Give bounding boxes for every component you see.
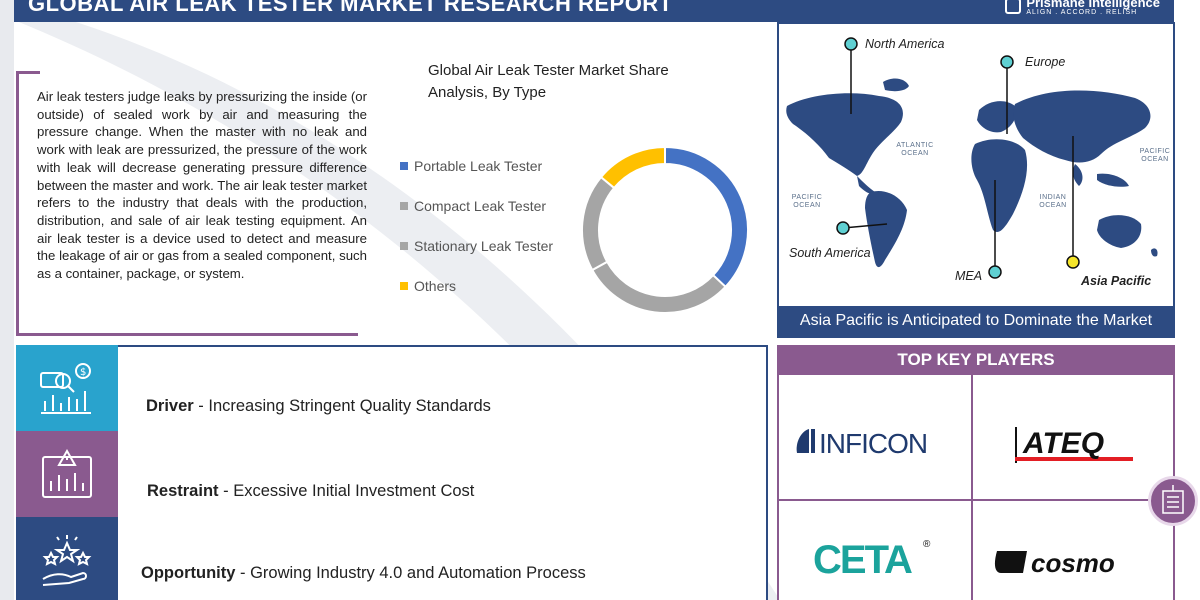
north-america-shape (786, 93, 903, 176)
legend-swatch (400, 162, 408, 170)
australia-shape (1097, 215, 1142, 248)
brand: Prismane Intelligence ALIGN . ACCORD . R… (1005, 0, 1160, 16)
legend-label: Others (414, 278, 457, 294)
cosmo-wordmark: cosmo (1031, 548, 1115, 578)
brand-tagline: ALIGN . ACCORD . RELISH (1026, 9, 1138, 16)
region-label-south-america: South America (789, 246, 871, 260)
grid-divider (779, 499, 1173, 501)
legend-item: Others (400, 266, 553, 306)
legend-item: Stationary Leak Tester (400, 226, 553, 266)
legend-label: Portable Leak Tester (414, 158, 543, 174)
donut-slice-others (599, 145, 666, 190)
svg-text:$: $ (80, 367, 86, 378)
description-box: Air leak testers judge leaks by pressuri… (16, 71, 367, 336)
region-label-north-america: North America (865, 37, 945, 51)
legend-label: Compact Leak Tester (414, 198, 547, 214)
warning-chart-icon (42, 448, 92, 498)
region-label-mea: MEA (955, 269, 983, 283)
svg-text:®: ® (923, 539, 931, 550)
ceta-wordmark: CETA (813, 538, 912, 579)
chart-legend: Portable Leak Tester Compact Leak Tester S… (400, 146, 553, 306)
driver-icon-tile: $ (16, 345, 118, 431)
ocean-label-pacific-west: PACIFIC OCEAN (791, 194, 823, 209)
europe-marker (1000, 55, 1014, 69)
asia-pacific-marker (1066, 255, 1080, 269)
restraint-icon-tile (16, 431, 118, 517)
world-map (786, 37, 1158, 279)
region-label-europe: Europe (1025, 55, 1066, 69)
description-text: Air leak testers judge leaks by pressuri… (37, 89, 367, 282)
inficon-logo: INFICON (793, 425, 963, 464)
north-america-marker (844, 37, 858, 51)
legend-item: Portable Leak Tester (400, 146, 553, 186)
grid-divider (971, 375, 973, 600)
opportunity-text: Opportunity - Growing Industry 4.0 and A… (141, 564, 586, 582)
cosmo-logo: cosmo (993, 545, 1143, 584)
ateq-logo: ATEQ (1011, 423, 1135, 472)
legend-swatch (400, 242, 408, 250)
region-label-asia-pacific: Asia Pacific (1081, 274, 1152, 288)
mea-marker (988, 265, 1002, 279)
driver-value: Increasing Stringent Quality Standards (208, 397, 491, 415)
market-dynamics-panel: $ Driver - Increasing Stringent Quality … (16, 345, 768, 600)
legend-swatch (400, 202, 408, 210)
chart-title: Global Air Leak Tester Market Share Anal… (428, 62, 669, 101)
driver-label: Driver (146, 397, 194, 415)
report-title: GLOBAL AIR LEAK TESTER MARKET RESEARCH R… (28, 0, 673, 16)
south-america-marker (836, 221, 850, 235)
legend-swatch (400, 282, 408, 290)
key-players-panel: TOP KEY PLAYERS INFICON ATEQ CETA ® cosm… (777, 345, 1175, 600)
ocean-label-indian: INDIAN OCEAN (1039, 194, 1067, 209)
driver-text: Driver - Increasing Stringent Quality St… (146, 397, 491, 415)
donut-slice-compact-leak-tester (590, 260, 727, 314)
europe-shape (977, 101, 1017, 133)
restraint-value: Excessive Initial Investment Cost (233, 482, 475, 500)
ocean-label-pacific-east: PACIFIC OCEAN (1139, 148, 1171, 163)
analytics-icon: $ (40, 363, 91, 414)
restraint-label: Restraint (147, 482, 219, 500)
donut-slice-stationary-leak-tester (581, 175, 616, 272)
donut-slice-portable-leak-tester (664, 145, 749, 289)
key-players-title: TOP KEY PLAYERS (779, 345, 1173, 375)
building-icon[interactable] (1148, 476, 1198, 526)
hand-stars-icon (42, 535, 92, 586)
africa-shape (971, 139, 1028, 233)
ocean-label-atlantic: ATLANTIC OCEAN (896, 142, 934, 157)
greenland-shape (883, 78, 909, 92)
ceta-logo: CETA ® (811, 535, 941, 584)
world-map-panel: North America Europe South America MEA A… (777, 22, 1175, 338)
asia-shape (1013, 90, 1151, 163)
opportunity-value: Growing Industry 4.0 and Automation Proc… (250, 564, 586, 582)
restraint-text: Restraint - Excessive Initial Investment… (147, 482, 475, 500)
map-footer: Asia Pacific is Anticipated to Dominate … (779, 306, 1173, 336)
inficon-wordmark: INFICON (819, 428, 927, 459)
opportunity-label: Opportunity (141, 564, 236, 582)
legend-label: Stationary Leak Tester (414, 238, 554, 254)
south-america-shape (865, 190, 907, 268)
legend-item: Compact Leak Tester (400, 186, 553, 226)
brand-logo-icon (1005, 0, 1022, 14)
brand-name: Prismane Intelligence (1026, 0, 1160, 10)
ateq-wordmark: ATEQ (1022, 427, 1104, 460)
report-header: GLOBAL AIR LEAK TESTER MARKET RESEARCH R… (14, 0, 1174, 22)
donut-chart (581, 145, 749, 314)
opportunity-icon-tile (16, 517, 118, 600)
